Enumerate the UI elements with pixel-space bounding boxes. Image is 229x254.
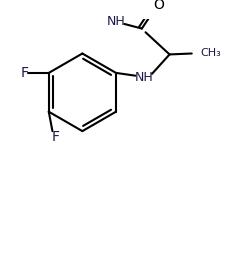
Text: NH: NH xyxy=(106,15,125,28)
Text: O: O xyxy=(152,0,163,11)
Text: NH: NH xyxy=(134,71,152,84)
Text: CH₃: CH₃ xyxy=(199,47,220,58)
Text: F: F xyxy=(21,66,29,80)
Text: F: F xyxy=(51,130,59,144)
